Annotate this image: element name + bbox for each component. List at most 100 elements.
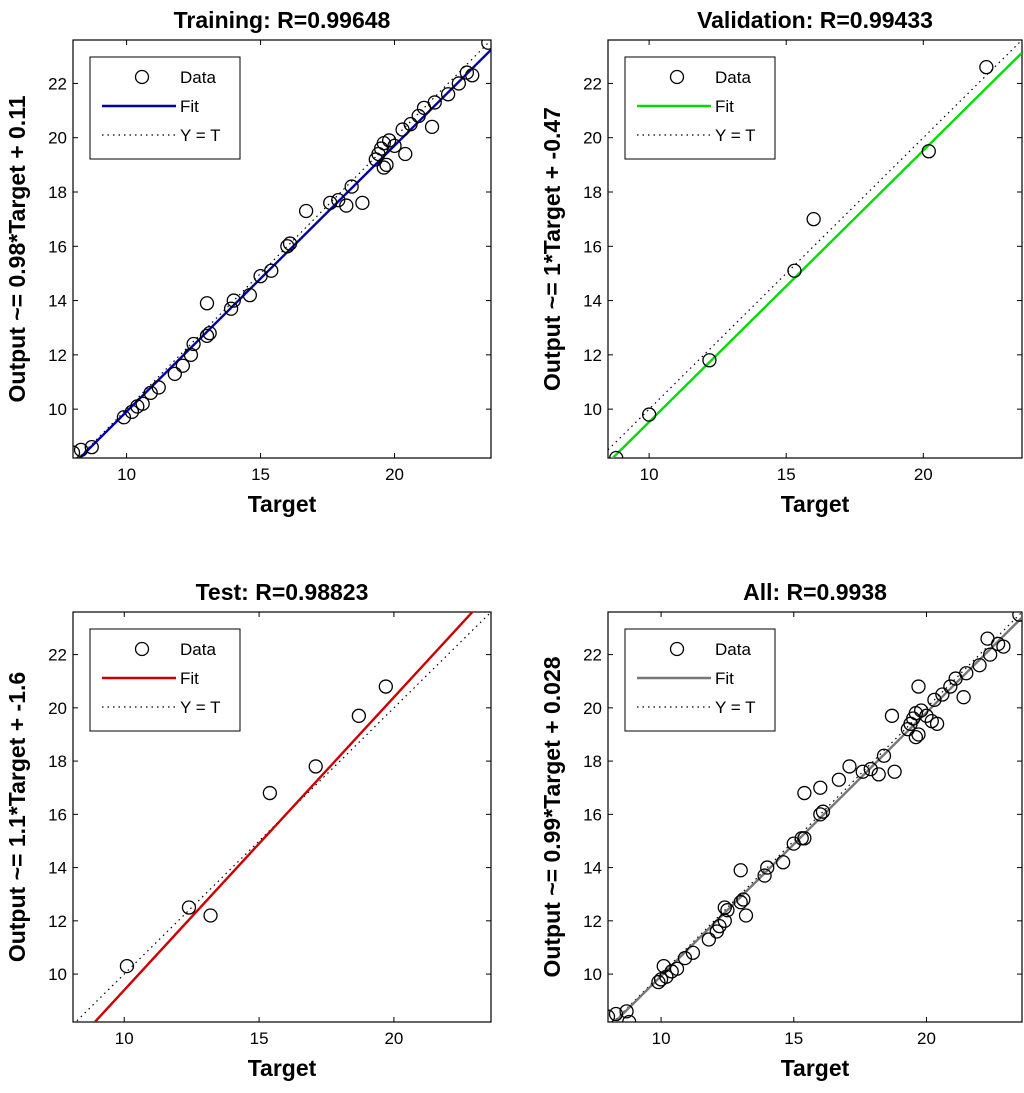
training-y-tick-label: 22 (48, 74, 67, 93)
training-data-point (344, 179, 359, 194)
all-data-point (797, 831, 812, 846)
all-data-point (669, 961, 685, 976)
test-y-tick-label: 18 (48, 752, 67, 771)
test-data-point (378, 679, 393, 694)
validation-identity-line (608, 40, 1022, 451)
all-data-point (733, 895, 748, 910)
training-data-point (387, 138, 402, 154)
training-legend-fit-label: Fit (180, 97, 199, 116)
all-data-point (983, 647, 998, 662)
all-data-point (760, 860, 775, 875)
training-legend-identity-label: Y = T (180, 126, 220, 145)
training-data-point (264, 263, 279, 278)
test-y-tick-label: 16 (48, 805, 67, 824)
test-data-point (308, 759, 323, 774)
all-data-point (738, 908, 754, 923)
all-data-point (972, 658, 987, 673)
training-y-tick-label: 10 (48, 400, 67, 419)
validation-legend-box (624, 56, 776, 160)
validation-plot-area (608, 40, 1022, 458)
validation-y-tick-label: 16 (583, 237, 602, 256)
all-data-point (608, 1006, 624, 1022)
all-data-point (911, 679, 926, 694)
all-data-point (813, 807, 828, 822)
training-data-point (199, 328, 215, 344)
training-data-point (481, 40, 491, 50)
all-y-tick-label: 18 (583, 752, 602, 771)
validation-data-point (806, 211, 821, 227)
training-data-point (226, 293, 241, 308)
all-legend: Data Fit Y = T (624, 628, 776, 732)
test-x-tick-label: 15 (250, 1029, 269, 1048)
training-y-tick-label: 12 (48, 346, 67, 365)
test-y-tick-label: 14 (48, 859, 67, 878)
all-y-tick-label: 16 (583, 805, 602, 824)
all-data-point (911, 727, 926, 742)
test-title: Test: R=0.98823 (196, 579, 369, 605)
training-y-tick-label: 20 (48, 129, 67, 148)
all-y-axis-label: Output ~= 0.99*Target + 0.028 (539, 656, 565, 977)
all-data-point (757, 868, 772, 883)
test-data-point (351, 708, 367, 723)
training-data-point (202, 325, 217, 341)
all-data-point (842, 759, 857, 774)
validation-y-tick-label: 18 (583, 183, 602, 202)
all-y-tick-label: 12 (583, 912, 602, 931)
all-legend-fit-label: Fit (715, 669, 734, 688)
all-data-point (619, 1004, 634, 1019)
all-fit-line (613, 616, 1022, 1022)
all-data-point (701, 932, 716, 947)
training-data-point (427, 95, 442, 110)
all-x-tick-label: 10 (652, 1029, 671, 1048)
test-x-tick-label: 20 (384, 1029, 403, 1048)
validation-y-tick-label: 14 (583, 292, 602, 311)
test-plot-area (74, 612, 491, 1022)
training-x-tick-label: 20 (385, 465, 404, 484)
all-data-point (797, 785, 812, 801)
all-y-tick-label: 22 (583, 646, 602, 665)
test-legend-box (89, 628, 241, 732)
training-plot: 10 15 20 10 12 14 16 18 20 22 Data Fit Y = T Training… (4, 7, 492, 517)
training-data-point (424, 119, 440, 135)
validation-legend-data-marker (669, 69, 685, 85)
all-data-point (914, 703, 929, 718)
training-data-point (167, 366, 182, 382)
all-data-point (927, 692, 942, 708)
all-data-point (677, 950, 693, 966)
training-data-point (395, 122, 410, 137)
all-data-point (717, 900, 732, 915)
all-x-axis-label: Target (781, 1055, 850, 1081)
validation-y-tick-label: 20 (583, 129, 602, 148)
training-data-point (403, 116, 418, 132)
all-data-point (959, 666, 974, 681)
test-legend-data-marker (134, 641, 150, 657)
all-y-tick-label: 20 (583, 699, 602, 718)
all-data-point (813, 780, 828, 795)
training-data-point (331, 192, 346, 208)
validation-data-point (641, 407, 657, 422)
validation-x-tick-label: 15 (777, 465, 796, 484)
test-data-point (203, 908, 218, 923)
validation-title: Validation: R=0.99433 (697, 7, 933, 33)
all-plot: 10 15 20 10 12 14 16 18 20 22 Data Fit Y = T All: R=0… (539, 579, 1023, 1081)
training-data-point (411, 108, 426, 124)
training-data-point (242, 287, 257, 303)
test-x-axis-label: Target (248, 1055, 317, 1081)
all-data-point (622, 1014, 637, 1022)
training-legend-data-label: Data (180, 68, 216, 87)
all-data-point (929, 716, 945, 731)
all-data-point (996, 639, 1011, 654)
test-y-tick-label: 12 (48, 912, 67, 931)
all-plot-area (608, 612, 1022, 1022)
all-data-point (876, 748, 892, 763)
validation-x-axis-label: Target (781, 491, 850, 517)
all-data-point (908, 729, 923, 745)
all-x-tick-label: 15 (784, 1029, 803, 1048)
training-data-point (376, 160, 391, 175)
training-legend: Data Fit Y = T (89, 56, 241, 160)
test-y-tick-label: 22 (48, 646, 67, 665)
all-data-point (831, 772, 847, 787)
all-legend-identity-label: Y = T (715, 698, 755, 717)
training-data-point (379, 157, 394, 173)
all-x-tick-label: 20 (917, 1029, 936, 1048)
